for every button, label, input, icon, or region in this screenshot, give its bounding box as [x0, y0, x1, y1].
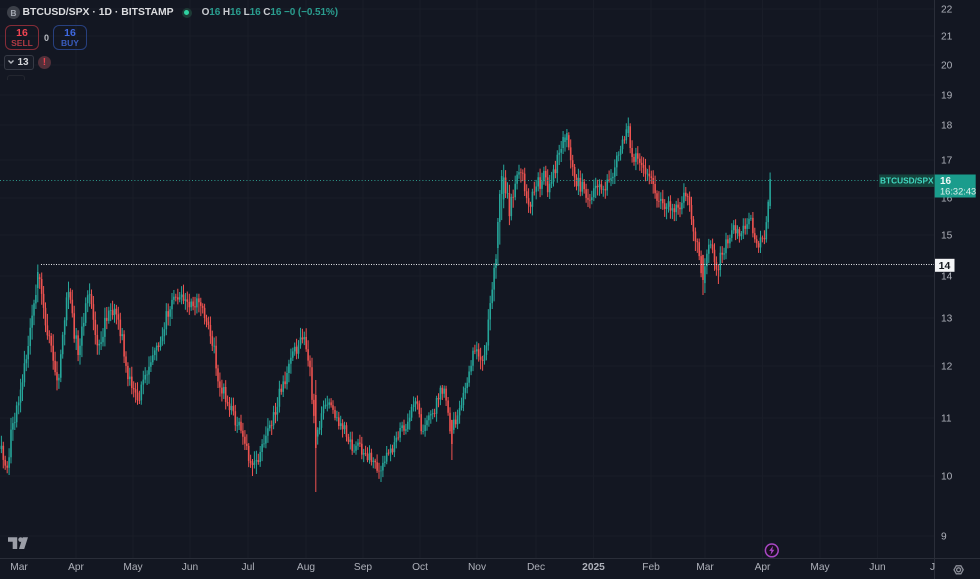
- svg-text:Mar: Mar: [696, 562, 714, 573]
- svg-text:9: 9: [941, 532, 947, 543]
- svg-text:14: 14: [941, 272, 953, 283]
- svg-text:May: May: [810, 562, 830, 573]
- svg-text:Oct: Oct: [412, 562, 428, 573]
- svg-text:18: 18: [941, 121, 953, 132]
- svg-text:BTCUSD/SPX: BTCUSD/SPX: [880, 175, 934, 185]
- svg-text:12: 12: [941, 362, 953, 373]
- svg-text:Dec: Dec: [527, 562, 545, 573]
- svg-text:22: 22: [941, 5, 953, 16]
- svg-text:17: 17: [941, 156, 953, 167]
- svg-text:Sep: Sep: [354, 562, 372, 573]
- svg-text:2025: 2025: [582, 562, 605, 573]
- svg-text:J: J: [930, 562, 935, 573]
- svg-text:11: 11: [941, 414, 952, 425]
- svg-text:19: 19: [941, 91, 953, 102]
- svg-text:13: 13: [941, 314, 953, 325]
- svg-text:16: 16: [941, 194, 953, 205]
- svg-text:Apr: Apr: [68, 562, 84, 573]
- svg-text:May: May: [123, 562, 143, 573]
- svg-text:Feb: Feb: [642, 562, 660, 573]
- svg-text:Jun: Jun: [869, 562, 885, 573]
- svg-text:20: 20: [941, 61, 953, 72]
- svg-text:Nov: Nov: [468, 562, 487, 573]
- svg-text:21: 21: [941, 32, 953, 43]
- svg-text:16:32:43: 16:32:43: [940, 187, 976, 197]
- svg-text:14: 14: [939, 260, 951, 272]
- svg-text:Aug: Aug: [297, 562, 315, 573]
- svg-text:Jul: Jul: [241, 562, 254, 573]
- svg-text:Jun: Jun: [182, 562, 198, 573]
- svg-text:16: 16: [940, 176, 952, 187]
- svg-text:15: 15: [941, 231, 953, 242]
- svg-text:Mar: Mar: [10, 562, 28, 573]
- svg-text:10: 10: [941, 472, 953, 483]
- svg-text:Apr: Apr: [755, 562, 771, 573]
